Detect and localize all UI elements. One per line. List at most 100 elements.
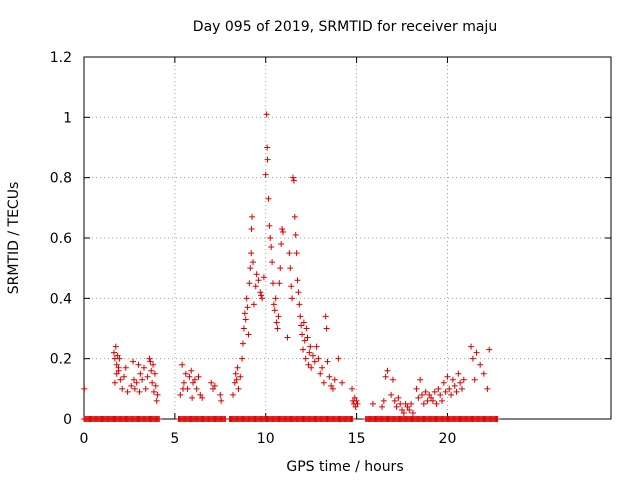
- plot-border: [83, 56, 612, 420]
- data-point-marker: [148, 367, 155, 374]
- data-point-marker: [446, 385, 453, 392]
- data-point-marker: [417, 376, 424, 383]
- data-point-marker: [298, 322, 305, 329]
- data-point-marker: [323, 325, 330, 332]
- data-point-marker: [413, 385, 420, 392]
- data-point-marker: [120, 373, 127, 380]
- data-point-marker: [299, 331, 306, 338]
- data-point-marker: [210, 385, 217, 392]
- data-point-marker: [150, 361, 157, 368]
- data-point-marker: [431, 388, 438, 395]
- data-point-marker: [269, 280, 276, 287]
- data-point-marker: [277, 265, 284, 272]
- data-point-marker: [248, 225, 255, 232]
- data-point-marker: [328, 382, 335, 389]
- data-point-marker: [234, 364, 241, 371]
- data-point-marker: [353, 397, 360, 404]
- data-point-marker: [263, 111, 270, 118]
- data-point-marker: [190, 379, 197, 386]
- data-point-marker: [110, 349, 117, 356]
- data-point-marker: [399, 406, 406, 413]
- data-point-marker: [135, 361, 142, 368]
- data-point-marker: [246, 280, 253, 287]
- data-point-marker: [331, 376, 338, 383]
- data-point-marker: [299, 346, 306, 353]
- data-point-marker: [380, 397, 387, 404]
- data-point-marker: [218, 397, 225, 404]
- data-point-marker: [395, 394, 402, 401]
- data-point-marker: [433, 400, 440, 407]
- x-tick-label: 0: [80, 431, 89, 447]
- data-point-marker: [324, 358, 331, 365]
- data-point-marker: [306, 349, 313, 356]
- data-point-marker: [458, 385, 465, 392]
- data-point-marker: [150, 388, 157, 395]
- data-point-marker: [197, 391, 204, 398]
- data-point-marker: [406, 406, 413, 413]
- x-tick-label: 5: [170, 431, 179, 447]
- data-point-marker: [287, 265, 294, 272]
- x-tick-label: 15: [348, 431, 366, 447]
- data-point-marker: [408, 400, 415, 407]
- data-point-marker: [473, 349, 480, 356]
- data-point-marker: [384, 367, 391, 374]
- data-point-marker: [354, 400, 361, 407]
- data-point-marker: [265, 195, 272, 202]
- data-point-marker: [317, 370, 324, 377]
- data-point-marker: [273, 319, 280, 326]
- data-point-marker: [180, 379, 187, 386]
- data-point-marker: [264, 144, 271, 151]
- data-point-marker: [382, 373, 389, 380]
- data-point-marker: [137, 370, 144, 377]
- data-point-marker: [477, 361, 484, 368]
- data-point-marker: [326, 373, 333, 380]
- data-point-marker: [302, 355, 309, 362]
- data-point-marker: [237, 373, 244, 380]
- data-point-marker: [391, 397, 398, 404]
- zero-point-marker: [349, 416, 356, 422]
- data-point-marker: [249, 213, 256, 220]
- data-point-marker: [124, 388, 131, 395]
- data-point-marker: [351, 394, 358, 401]
- data-point-marker: [397, 400, 404, 407]
- data-point-marker: [113, 361, 120, 368]
- y-tick-label: 1.2: [50, 50, 72, 66]
- data-point-marker: [352, 403, 359, 410]
- y-tick-label: 0.4: [50, 291, 72, 307]
- data-point-marker: [297, 313, 304, 320]
- data-point-marker: [274, 325, 281, 332]
- data-point-marker: [195, 373, 202, 380]
- data-point-marker: [286, 250, 293, 257]
- data-point-marker: [81, 385, 88, 392]
- data-point-marker: [301, 337, 308, 344]
- data-point-marker: [240, 325, 247, 332]
- data-point-marker: [111, 379, 118, 386]
- data-point-marker: [133, 379, 140, 386]
- y-tick-label: 0: [63, 412, 72, 428]
- data-point-marker: [245, 331, 252, 338]
- chart-title: Day 095 of 2019, SRMTID for receiver maj…: [193, 19, 497, 35]
- data-point-marker: [139, 376, 146, 383]
- data-point-marker: [369, 400, 376, 407]
- y-tick-label: 0.6: [50, 231, 72, 247]
- data-point-marker: [270, 301, 277, 308]
- data-point-marker: [422, 388, 429, 395]
- data-point-marker: [272, 295, 279, 302]
- data-point-marker: [449, 376, 456, 383]
- data-point-marker: [296, 301, 303, 308]
- data-point-marker: [269, 259, 276, 266]
- data-point-marker: [404, 403, 411, 410]
- data-point-marker: [114, 352, 121, 359]
- data-point-marker: [415, 394, 422, 401]
- data-point-marker: [291, 213, 298, 220]
- data-point-marker: [455, 370, 462, 377]
- data-point-marker: [258, 292, 265, 299]
- zero-point-marker: [156, 416, 163, 422]
- data-point-marker: [419, 391, 426, 398]
- data-point-marker: [420, 400, 427, 407]
- zero-point-marker: [494, 416, 501, 422]
- data-point-marker: [335, 355, 342, 362]
- data-point-marker: [288, 283, 295, 290]
- data-point-marker: [313, 343, 320, 350]
- data-point-marker: [469, 355, 476, 362]
